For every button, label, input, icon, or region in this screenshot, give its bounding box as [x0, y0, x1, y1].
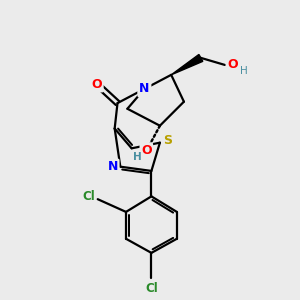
- Text: Cl: Cl: [145, 282, 158, 295]
- Text: N: N: [139, 82, 149, 95]
- Text: O: O: [227, 58, 238, 71]
- Text: Cl: Cl: [82, 190, 95, 203]
- Text: O: O: [92, 78, 102, 91]
- Text: S: S: [163, 134, 172, 147]
- Text: H: H: [240, 66, 248, 76]
- Polygon shape: [171, 55, 203, 75]
- Text: N: N: [108, 160, 118, 173]
- Text: H: H: [133, 152, 142, 162]
- Text: O: O: [141, 144, 152, 157]
